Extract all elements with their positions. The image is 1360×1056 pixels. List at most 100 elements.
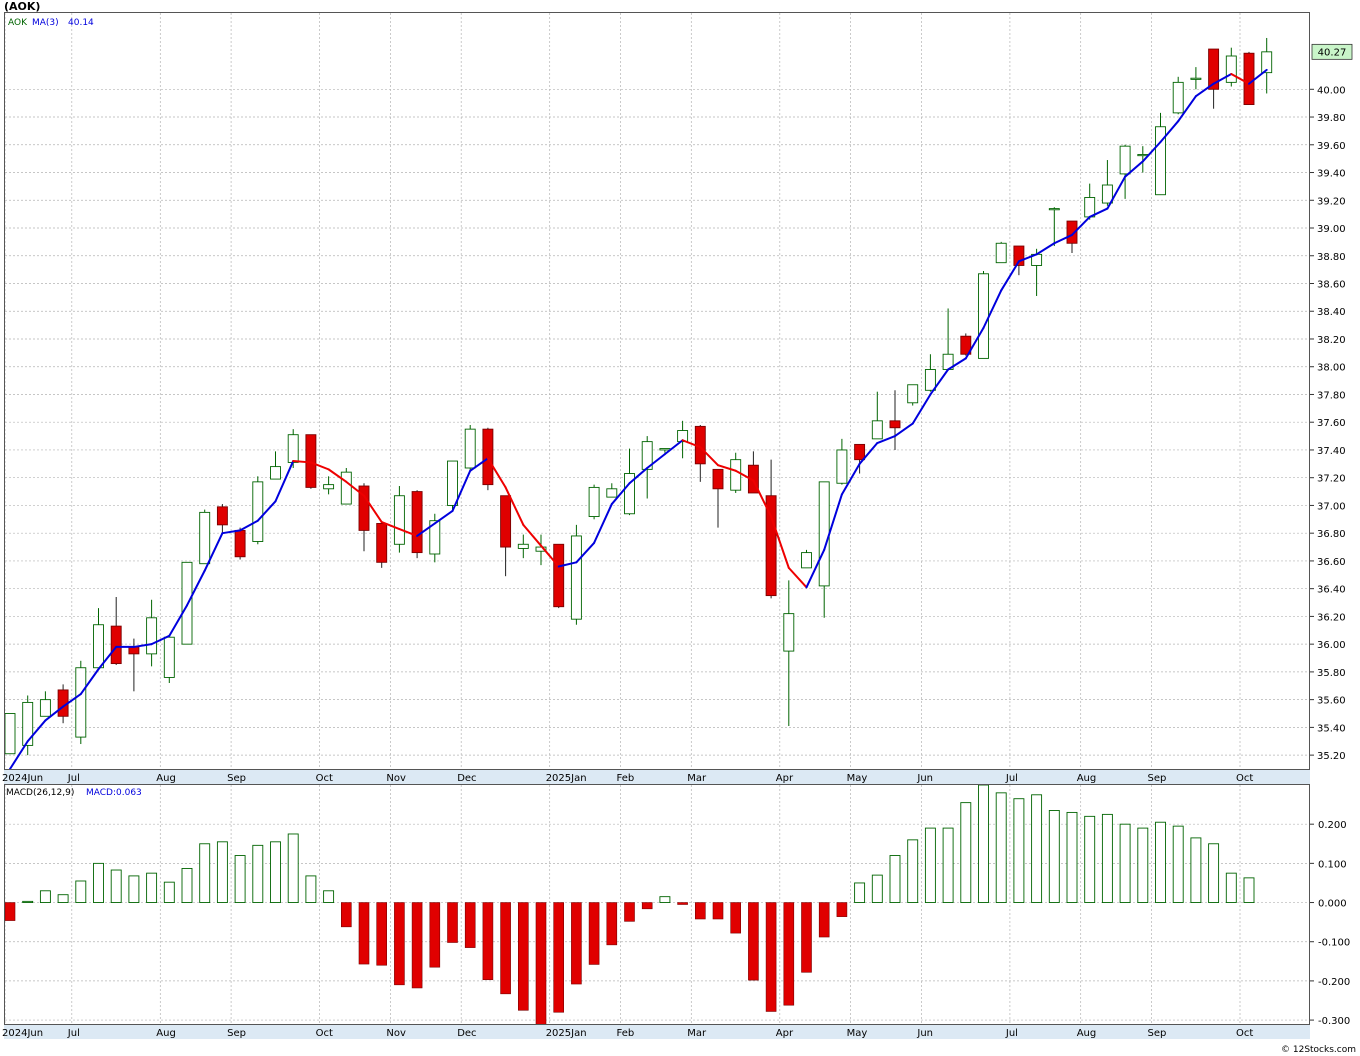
ma3-segment [787,566,808,589]
ma3-segment [1035,242,1056,256]
macd-y-tick-label: -0.200 [1318,977,1350,988]
ma3-segment [540,544,560,568]
price-x-tick-label: Aug [156,773,176,784]
ma3-segment [717,464,737,472]
candle-body [978,273,989,359]
macd-bar [1137,827,1149,903]
macd-x-tick-label: Nov [386,1028,406,1039]
candle-body [1137,154,1149,157]
ma3-segment [699,446,719,467]
candle-body [641,441,653,470]
macd-bar [1013,798,1025,903]
price-y-tick-label: 37.00 [1317,501,1346,512]
ma3-segment [274,460,295,503]
ma3-segment [292,460,312,464]
ma3-segment [150,634,171,646]
price-y-tick-label: 35.40 [1317,723,1346,734]
macd-bar [323,890,335,903]
price-y-tick-label: 37.20 [1317,474,1346,485]
macd-bar [110,869,122,903]
macd-bar [464,902,476,948]
ma3-segment [770,515,790,569]
candle-body [199,511,211,565]
ma3-segment [964,326,985,360]
ma3-segment [1106,175,1127,210]
candle-body [995,242,1007,264]
macd-bar [411,902,423,989]
ma3-segment [947,357,967,371]
macd-panel: 0.200 0.100 0.000 -0.100 -0.200 -0.300 [4,784,1350,1029]
macd-x-tick-label: Aug [156,1028,176,1039]
macd-panel-border [4,784,1310,1025]
ma3-segment [1194,82,1215,98]
ma3-segment [557,561,578,568]
macd-bar [889,855,901,903]
candle-body [924,369,936,391]
macd-x-tick-label: Aug [1077,1028,1097,1039]
price-x-tick-label: Feb [617,773,635,784]
ma3-segment [1124,160,1144,178]
credit-text: © 12Stocks.com [1281,1045,1356,1055]
macd-bar [677,902,688,905]
candle-body [305,434,317,488]
macd-bar [641,902,653,910]
candle-body [464,428,476,469]
macd-bar [128,875,140,903]
macd-bar [748,902,759,981]
price-y-tick-label: 39.60 [1317,141,1346,152]
price-grid [4,13,1310,769]
ma3-segment [628,466,649,485]
price-panel-border [4,12,1310,770]
macd-x-axis: 2024Jun Jul Aug Sep Oct Nov Dec 2025Jan Feb Mar Ap… [2,1028,1253,1039]
candle-body [482,428,494,486]
price-y-tick-label: 36.40 [1317,585,1346,596]
price-y-tick-label: 39.80 [1317,113,1346,124]
price-x-tick-label: Aug [1077,773,1097,784]
candle-body [216,506,228,526]
macd-bar [818,902,830,938]
macd-bar [571,902,582,985]
ma3-segment [433,509,454,525]
candle-body [1101,184,1113,204]
ma3-segment [486,457,507,489]
candle-body [1208,48,1220,90]
macd-bar [234,855,246,903]
price-y-tick-label: 39.40 [1317,169,1346,180]
candle-body [270,466,281,480]
macd-x-tick-label: Oct [1236,1028,1253,1039]
price-y-tick-label: 35.20 [1317,751,1346,762]
ma3-segment [1248,68,1268,85]
macd-bar [1155,821,1166,903]
candle-body [146,617,158,655]
candle-body [447,460,458,506]
macd-bar [358,902,370,965]
candle-body [252,481,264,542]
ma3-segment [9,740,29,770]
price-x-tick-label: May [847,773,868,784]
macd-bar [1172,825,1184,903]
ma3-segment [1212,73,1233,85]
macd-x-tick-label: Sep [1148,1028,1167,1039]
candle-body [606,488,618,498]
candle-body [747,464,759,494]
ma3-segment [1088,207,1109,218]
ma3-segment [132,643,153,648]
macd-bar [535,902,547,1029]
macd-x-axis-band [4,1025,1310,1039]
candle-body [393,495,405,545]
ma3-segment [858,442,879,465]
candle-body [4,713,16,755]
ma3-segment [398,528,419,537]
macd-bar [836,902,848,917]
candle-body [1243,52,1255,106]
macd-bar [429,902,441,968]
last-price-tag-text: 40.27 [1318,47,1347,58]
macd-bar [960,802,972,903]
macd-x-tick-label: Oct [316,1028,333,1039]
macd-bar [1031,794,1043,903]
ma3-segment [1159,120,1180,144]
candle-body [960,335,972,355]
ma3-segment [345,480,365,497]
candle-body [907,384,919,404]
candle-body [818,481,830,587]
